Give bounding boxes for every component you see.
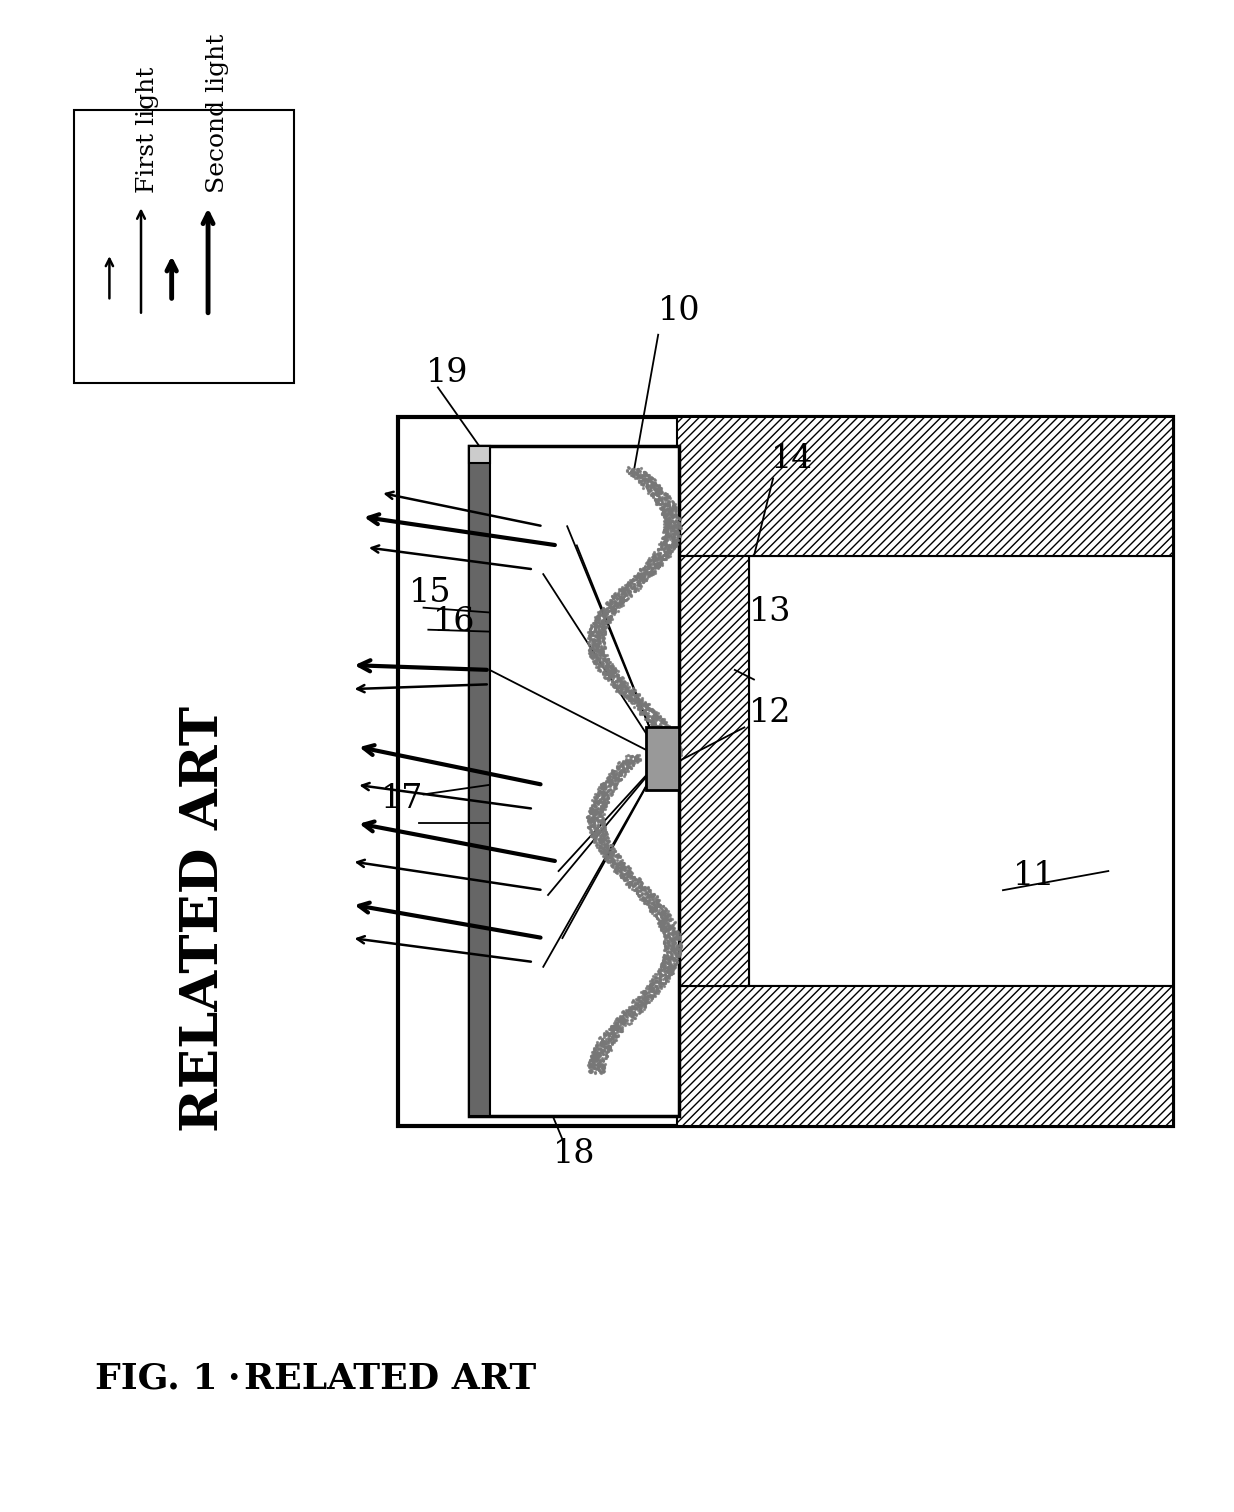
Bar bbox=[677, 556, 749, 986]
Text: FIG. 1: FIG. 1 bbox=[95, 1362, 217, 1396]
Text: ·: · bbox=[227, 1362, 239, 1396]
Text: 17: 17 bbox=[380, 783, 423, 815]
Text: 14: 14 bbox=[771, 443, 813, 475]
Text: RELATED ART: RELATED ART bbox=[244, 1362, 537, 1396]
Text: 16: 16 bbox=[433, 606, 475, 638]
Bar bbox=[397, 417, 1174, 1126]
Bar bbox=[469, 446, 679, 1116]
Text: 18: 18 bbox=[553, 1137, 595, 1170]
Text: Second light: Second light bbox=[206, 33, 230, 194]
Text: 11: 11 bbox=[1013, 860, 1055, 892]
Bar bbox=[677, 986, 1174, 1126]
Text: 19: 19 bbox=[427, 357, 469, 389]
Text: First light: First light bbox=[136, 67, 159, 194]
Bar bbox=[677, 417, 1174, 556]
Bar bbox=[469, 446, 490, 1116]
Text: RELATED ART: RELATED ART bbox=[178, 706, 228, 1132]
Text: 15: 15 bbox=[410, 578, 452, 609]
Text: 10: 10 bbox=[658, 295, 701, 327]
Bar bbox=[74, 110, 294, 383]
Text: 12: 12 bbox=[749, 697, 792, 729]
Text: 13: 13 bbox=[749, 596, 792, 629]
Bar bbox=[469, 446, 490, 463]
Bar bbox=[749, 556, 1174, 986]
Bar bbox=[645, 727, 679, 789]
